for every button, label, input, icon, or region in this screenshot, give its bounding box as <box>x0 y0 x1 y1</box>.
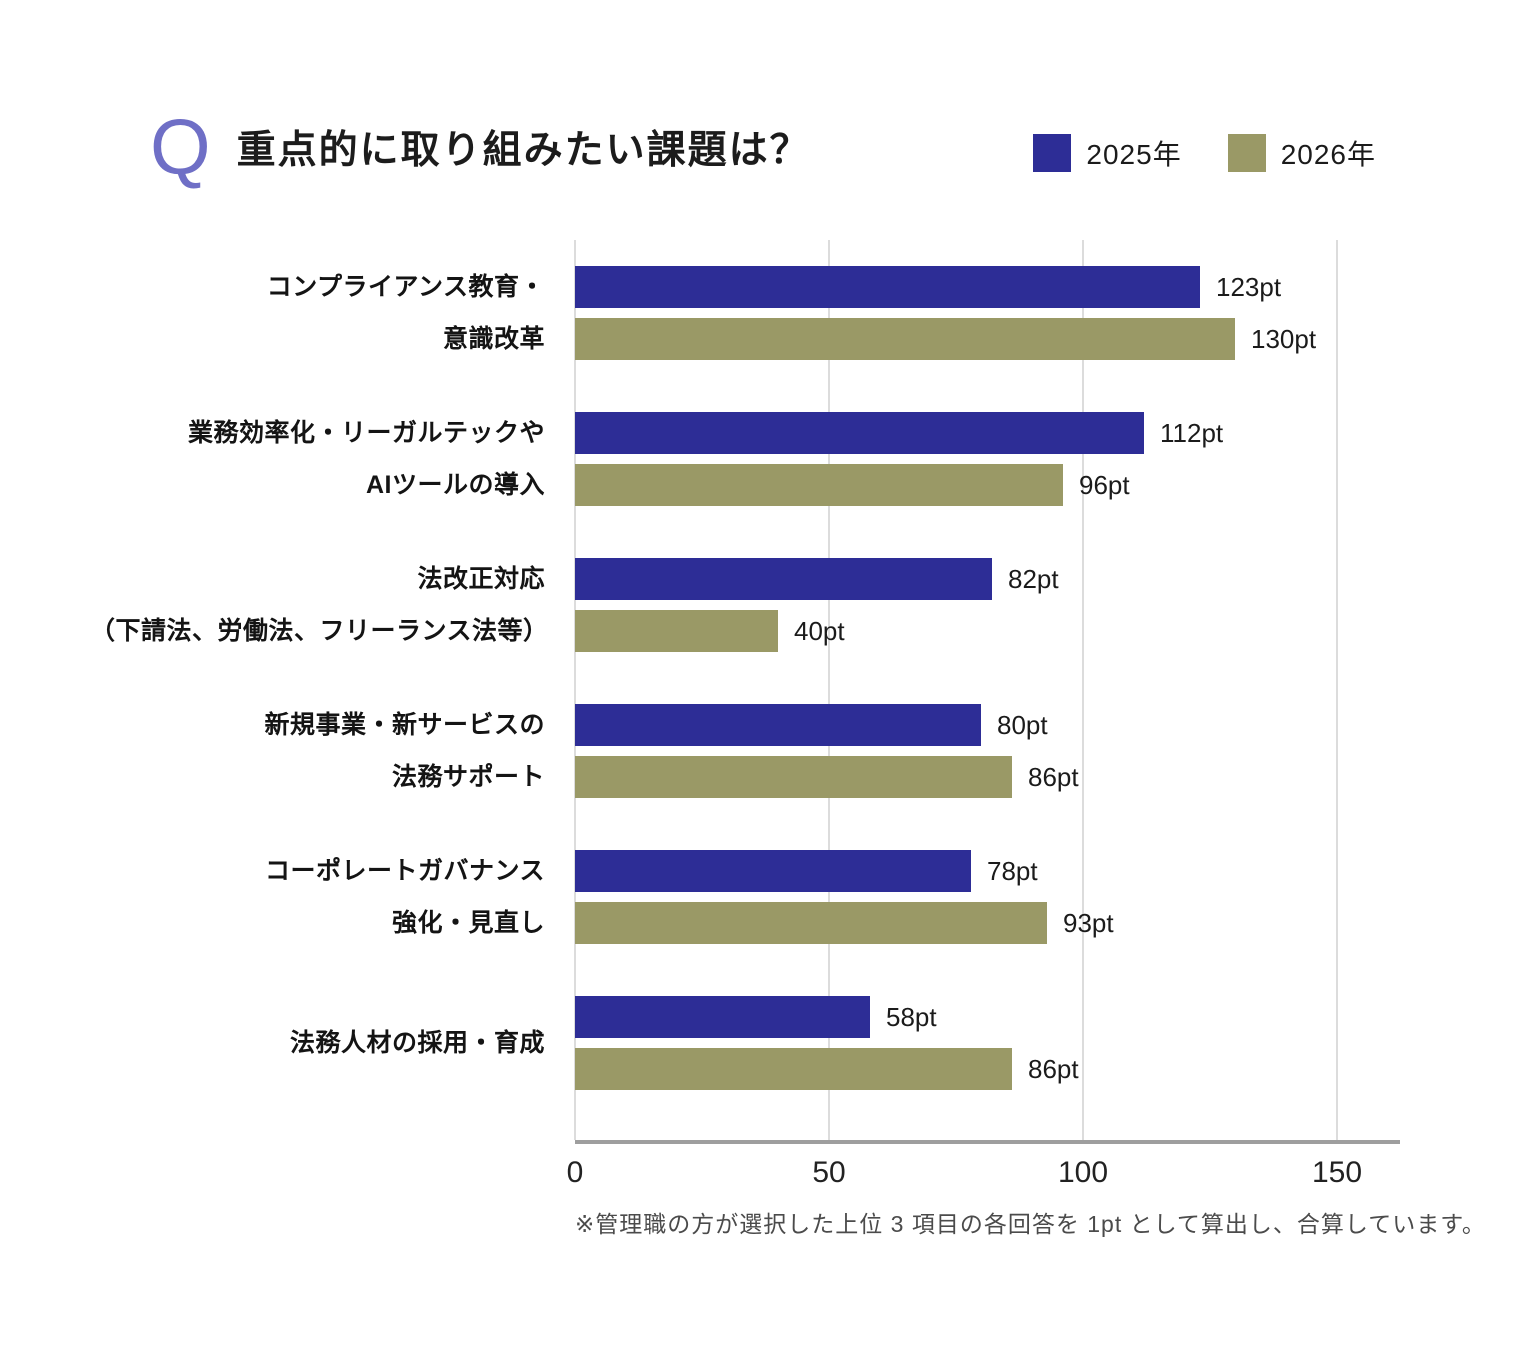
bar-line: 93pt <box>575 902 1400 944</box>
legend-label-2026: 2026年 <box>1280 139 1376 170</box>
gridline <box>1082 240 1084 1140</box>
x-tick-label: 150 <box>1311 1156 1363 1189</box>
bar-2025年 <box>575 704 981 746</box>
legend-item-2025: 2025年 <box>1033 133 1181 173</box>
page-title: 重点的に取り組みたい課題は？ <box>236 129 811 172</box>
chart-rows: コンプライアンス教育・ 意識改革 123pt 130pt 業務効率化・リーガルテックや A… <box>90 240 1450 1116</box>
footnote: ※管理職の方が選択した上位 3 項目の各回答を 1pt として算出し、合算してい… <box>575 1211 1486 1237</box>
bar-value-label: 112pt <box>1160 417 1224 448</box>
bar-2026年 <box>575 902 1047 944</box>
bar-2025年 <box>575 412 1144 454</box>
x-tick-label: 100 <box>1057 1156 1109 1189</box>
bar-line: 40pt <box>575 610 1400 652</box>
chart-row: コンプライアンス教育・ 意識改革 123pt 130pt <box>90 240 1450 386</box>
bar-2026年 <box>575 318 1235 360</box>
x-tick-label: 0 <box>566 1156 584 1189</box>
bar-group: 82pt 40pt <box>575 558 1400 652</box>
header: Q 重点的に取り組みたい課題は？ <box>150 108 811 186</box>
bar-group: 78pt 93pt <box>575 850 1400 944</box>
x-tick-label: 50 <box>812 1156 846 1189</box>
bar-line: 130pt <box>575 318 1400 360</box>
bar-line: 86pt <box>575 1048 1400 1090</box>
bar-value-label: 86pt <box>1028 1053 1079 1084</box>
gridline <box>574 240 576 1140</box>
bar-2026年 <box>575 610 778 652</box>
bar-line: 96pt <box>575 464 1400 506</box>
bar-2026年 <box>575 464 1063 506</box>
bar-group: 112pt 96pt <box>575 412 1400 506</box>
legend-label-2025: 2025年 <box>1086 139 1182 170</box>
category-label: 新規事業・新サービスの 法務サポート <box>264 711 545 791</box>
chart-row: 法務人材の採用・育成 58pt 86pt <box>90 970 1450 1116</box>
bar-2025年 <box>575 850 971 892</box>
bar-line: 80pt <box>575 704 1400 746</box>
bar-group: 58pt 86pt <box>575 996 1400 1090</box>
bar-value-label: 130pt <box>1251 323 1317 354</box>
bar-line: 82pt <box>575 558 1400 600</box>
gridline <box>828 240 830 1140</box>
bar-value-label: 80pt <box>997 709 1048 740</box>
bar-2025年 <box>575 558 992 600</box>
legend: 2025年 2026年 <box>1033 133 1376 173</box>
legend-swatch-2026 <box>1227 134 1266 172</box>
category-label: 業務効率化・リーガルテックや AIツールの導入 <box>187 419 545 499</box>
bar-line: 123pt <box>575 266 1400 308</box>
bar-value-label: 123pt <box>1216 271 1282 302</box>
bar-value-label: 78pt <box>987 855 1038 886</box>
category-label: 法改正対応 （下請法、労働法、フリーランス法等） <box>90 565 549 645</box>
q-mark: Q <box>150 103 211 191</box>
bar-value-label: 82pt <box>1008 563 1059 594</box>
legend-swatch-2025 <box>1033 134 1072 172</box>
bar-2026年 <box>575 756 1012 798</box>
bar-group: 123pt 130pt <box>575 266 1400 360</box>
bar-value-label: 96pt <box>1079 469 1130 500</box>
bar-line: 86pt <box>575 756 1400 798</box>
chart-row: 法改正対応 （下請法、労働法、フリーランス法等） 82pt 40pt <box>90 532 1450 678</box>
chart-row: 新規事業・新サービスの 法務サポート 80pt 86pt <box>90 678 1450 824</box>
category-label: 法務人材の採用・育成 <box>289 1029 545 1057</box>
chart-row: コーポレートガバナンス 強化・見直し 78pt 93pt <box>90 824 1450 970</box>
bar-value-label: 86pt <box>1028 761 1079 792</box>
chart-row: 業務効率化・リーガルテックや AIツールの導入 112pt 96pt <box>90 386 1450 532</box>
bar-2025年 <box>575 266 1200 308</box>
bar-value-label: 93pt <box>1063 907 1114 938</box>
bar-line: 112pt <box>575 412 1400 454</box>
bar-chart: コンプライアンス教育・ 意識改革 123pt 130pt 業務効率化・リーガルテックや A… <box>90 240 1450 1200</box>
category-label: コーポレートガバナンス 強化・見直し <box>264 857 545 937</box>
x-axis-ticks: 0 50 100 150 <box>567 1156 1400 1196</box>
bar-line: 58pt <box>575 996 1400 1038</box>
bar-2026年 <box>575 1048 1012 1090</box>
bar-value-label: 40pt <box>794 615 845 646</box>
bar-value-label: 58pt <box>886 1001 937 1032</box>
gridline <box>1336 240 1338 1140</box>
bar-2025年 <box>575 996 870 1038</box>
category-label: コンプライアンス教育・ 意識改革 <box>266 273 545 353</box>
legend-item-2026: 2026年 <box>1227 133 1376 173</box>
bar-line: 78pt <box>575 850 1400 892</box>
bar-group: 80pt 86pt <box>575 704 1400 798</box>
plot-area <box>574 240 1400 1144</box>
